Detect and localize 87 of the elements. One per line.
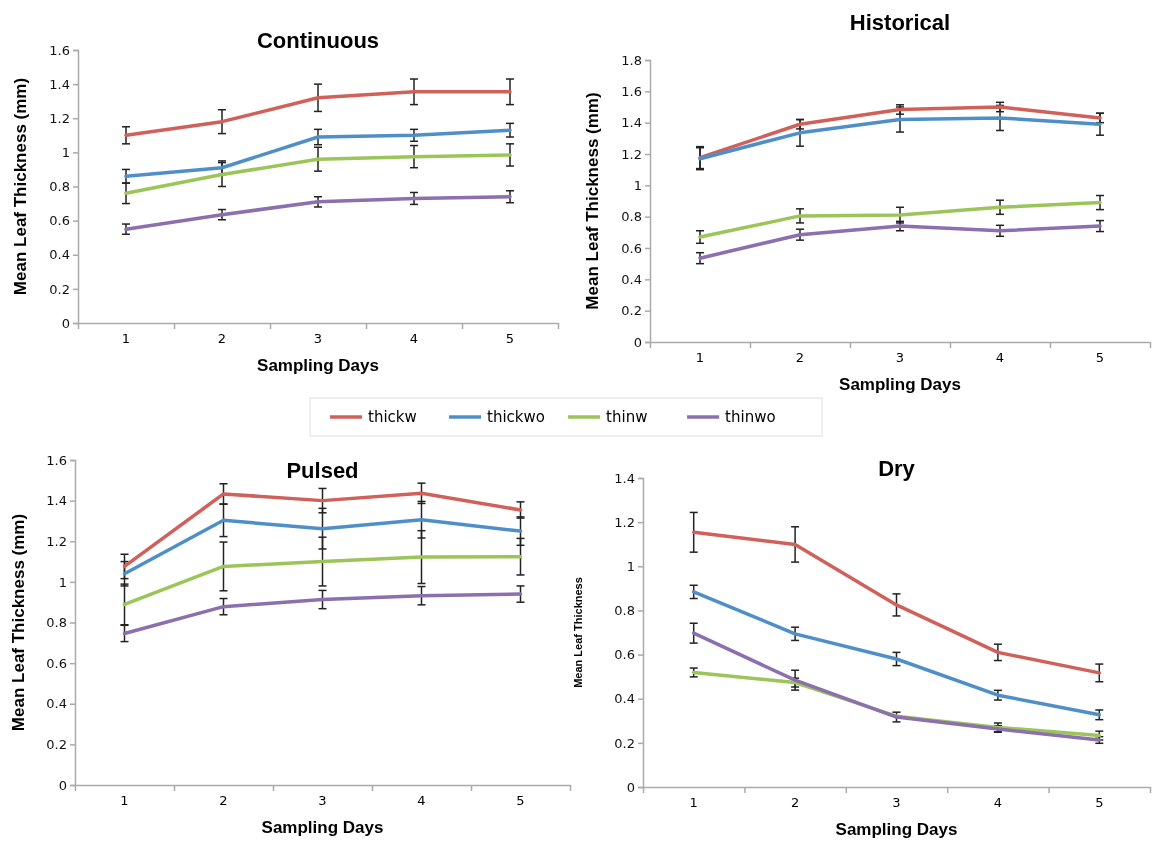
x-axis-title: Sampling Days bbox=[261, 818, 384, 837]
line-series bbox=[691, 530, 1102, 675]
y-tick-label: 0.2 bbox=[621, 303, 642, 319]
x-tick-label: 4 bbox=[409, 331, 419, 346]
line-series bbox=[698, 200, 1102, 239]
y-tick-label: 1 bbox=[626, 558, 635, 574]
y-axis-title: Mean Leaf Thickness (mm) bbox=[9, 513, 28, 732]
y-tick-label: 0.4 bbox=[49, 247, 70, 263]
x-tick-label: 3 bbox=[892, 795, 901, 810]
y-tick-label: 0.4 bbox=[46, 696, 67, 712]
x-tick-label: 2 bbox=[219, 793, 228, 808]
line-series bbox=[122, 491, 523, 569]
y-tick-label: 1.2 bbox=[46, 533, 67, 549]
x-tick-label: 3 bbox=[318, 793, 327, 808]
x-axis-title: Sampling Days bbox=[839, 375, 961, 394]
chart-title: Dry bbox=[878, 455, 916, 481]
line-series bbox=[698, 224, 1102, 260]
y-tick-label: 1.6 bbox=[621, 83, 642, 99]
y-tick-label: 0 bbox=[626, 779, 635, 795]
y-tick-label: 1.4 bbox=[49, 76, 70, 92]
y-tick-label: 1.4 bbox=[46, 493, 67, 509]
x-tick-label: 1 bbox=[689, 795, 698, 810]
x-tick-label: 2 bbox=[790, 795, 800, 810]
y-tick-label: 1 bbox=[633, 177, 642, 193]
y-tick-label: 0.6 bbox=[46, 655, 67, 671]
legend-label: thickw bbox=[368, 408, 417, 427]
y-tick-label: 0.6 bbox=[49, 213, 70, 229]
x-axis-title: Sampling Days bbox=[835, 820, 958, 839]
x-tick-label: 3 bbox=[895, 350, 905, 365]
y-tick-label: 1.2 bbox=[621, 146, 642, 162]
legend-label: thickwo bbox=[487, 408, 545, 427]
x-tick-label: 3 bbox=[313, 331, 323, 346]
y-tick-label: 1.4 bbox=[614, 470, 635, 486]
line-series bbox=[691, 631, 1102, 742]
y-tick-label: 0 bbox=[58, 777, 67, 793]
chart-title: Pulsed bbox=[286, 457, 359, 483]
legend-label: thinwo bbox=[725, 408, 776, 427]
y-tick-label: 1.8 bbox=[621, 52, 642, 68]
x-tick-label: 4 bbox=[417, 793, 426, 808]
y-tick-label: 0.8 bbox=[46, 615, 67, 631]
y-tick-label: 1 bbox=[58, 574, 67, 590]
x-tick-label: 5 bbox=[516, 793, 525, 808]
y-tick-label: 0 bbox=[61, 315, 70, 331]
y-tick-label: 0.2 bbox=[614, 735, 635, 751]
y-tick-label: 0 bbox=[633, 334, 642, 350]
line-series bbox=[698, 105, 1102, 160]
y-tick-label: 0.4 bbox=[614, 691, 635, 707]
chart-title: Continuous bbox=[256, 27, 380, 53]
line-series bbox=[122, 592, 523, 636]
x-tick-label: 1 bbox=[695, 350, 705, 365]
y-tick-label: 1 bbox=[61, 145, 70, 161]
x-tick-label: 5 bbox=[1095, 795, 1104, 810]
x-tick-label: 2 bbox=[217, 331, 227, 346]
y-tick-label: 1.6 bbox=[49, 42, 70, 58]
x-tick-label: 1 bbox=[120, 793, 129, 808]
x-tick-label: 5 bbox=[505, 331, 515, 346]
y-tick-label: 1.2 bbox=[49, 110, 70, 126]
y-tick-label: 0.6 bbox=[621, 240, 642, 256]
y-tick-label: 0.8 bbox=[49, 179, 70, 195]
line-series bbox=[124, 153, 512, 196]
legend-label: thinw bbox=[606, 408, 648, 427]
y-tick-label: 1.4 bbox=[621, 115, 642, 131]
y-axis-title: Mean Leaf Thickness (mm) bbox=[11, 77, 30, 296]
y-axis-title: Mean Leaf Thickness bbox=[572, 577, 584, 688]
line-series bbox=[122, 517, 523, 576]
line-series bbox=[698, 116, 1102, 161]
y-tick-label: 1.6 bbox=[46, 452, 67, 468]
x-tick-label: 1 bbox=[121, 331, 131, 346]
x-tick-label: 2 bbox=[795, 350, 805, 365]
line-series bbox=[691, 590, 1102, 717]
line-series bbox=[122, 554, 523, 607]
x-tick-label: 5 bbox=[1095, 350, 1105, 365]
x-axis-title: Sampling Days bbox=[257, 356, 379, 375]
y-tick-label: 0.2 bbox=[46, 737, 67, 753]
chart-title: Historical bbox=[849, 9, 951, 35]
y-tick-label: 0.6 bbox=[614, 647, 635, 663]
y-tick-label: 0.8 bbox=[621, 209, 642, 225]
line-series bbox=[124, 90, 512, 138]
y-tick-label: 0.2 bbox=[49, 281, 70, 297]
y-tick-label: 0.4 bbox=[621, 271, 642, 287]
line-series bbox=[124, 194, 512, 231]
y-axis-title: Mean Leaf Thickness (mm) bbox=[583, 92, 602, 310]
x-tick-label: 4 bbox=[993, 795, 1003, 810]
line-series bbox=[124, 128, 512, 179]
y-tick-label: 1.2 bbox=[614, 514, 635, 530]
y-tick-label: 0.8 bbox=[614, 603, 635, 619]
x-tick-label: 4 bbox=[995, 350, 1005, 365]
